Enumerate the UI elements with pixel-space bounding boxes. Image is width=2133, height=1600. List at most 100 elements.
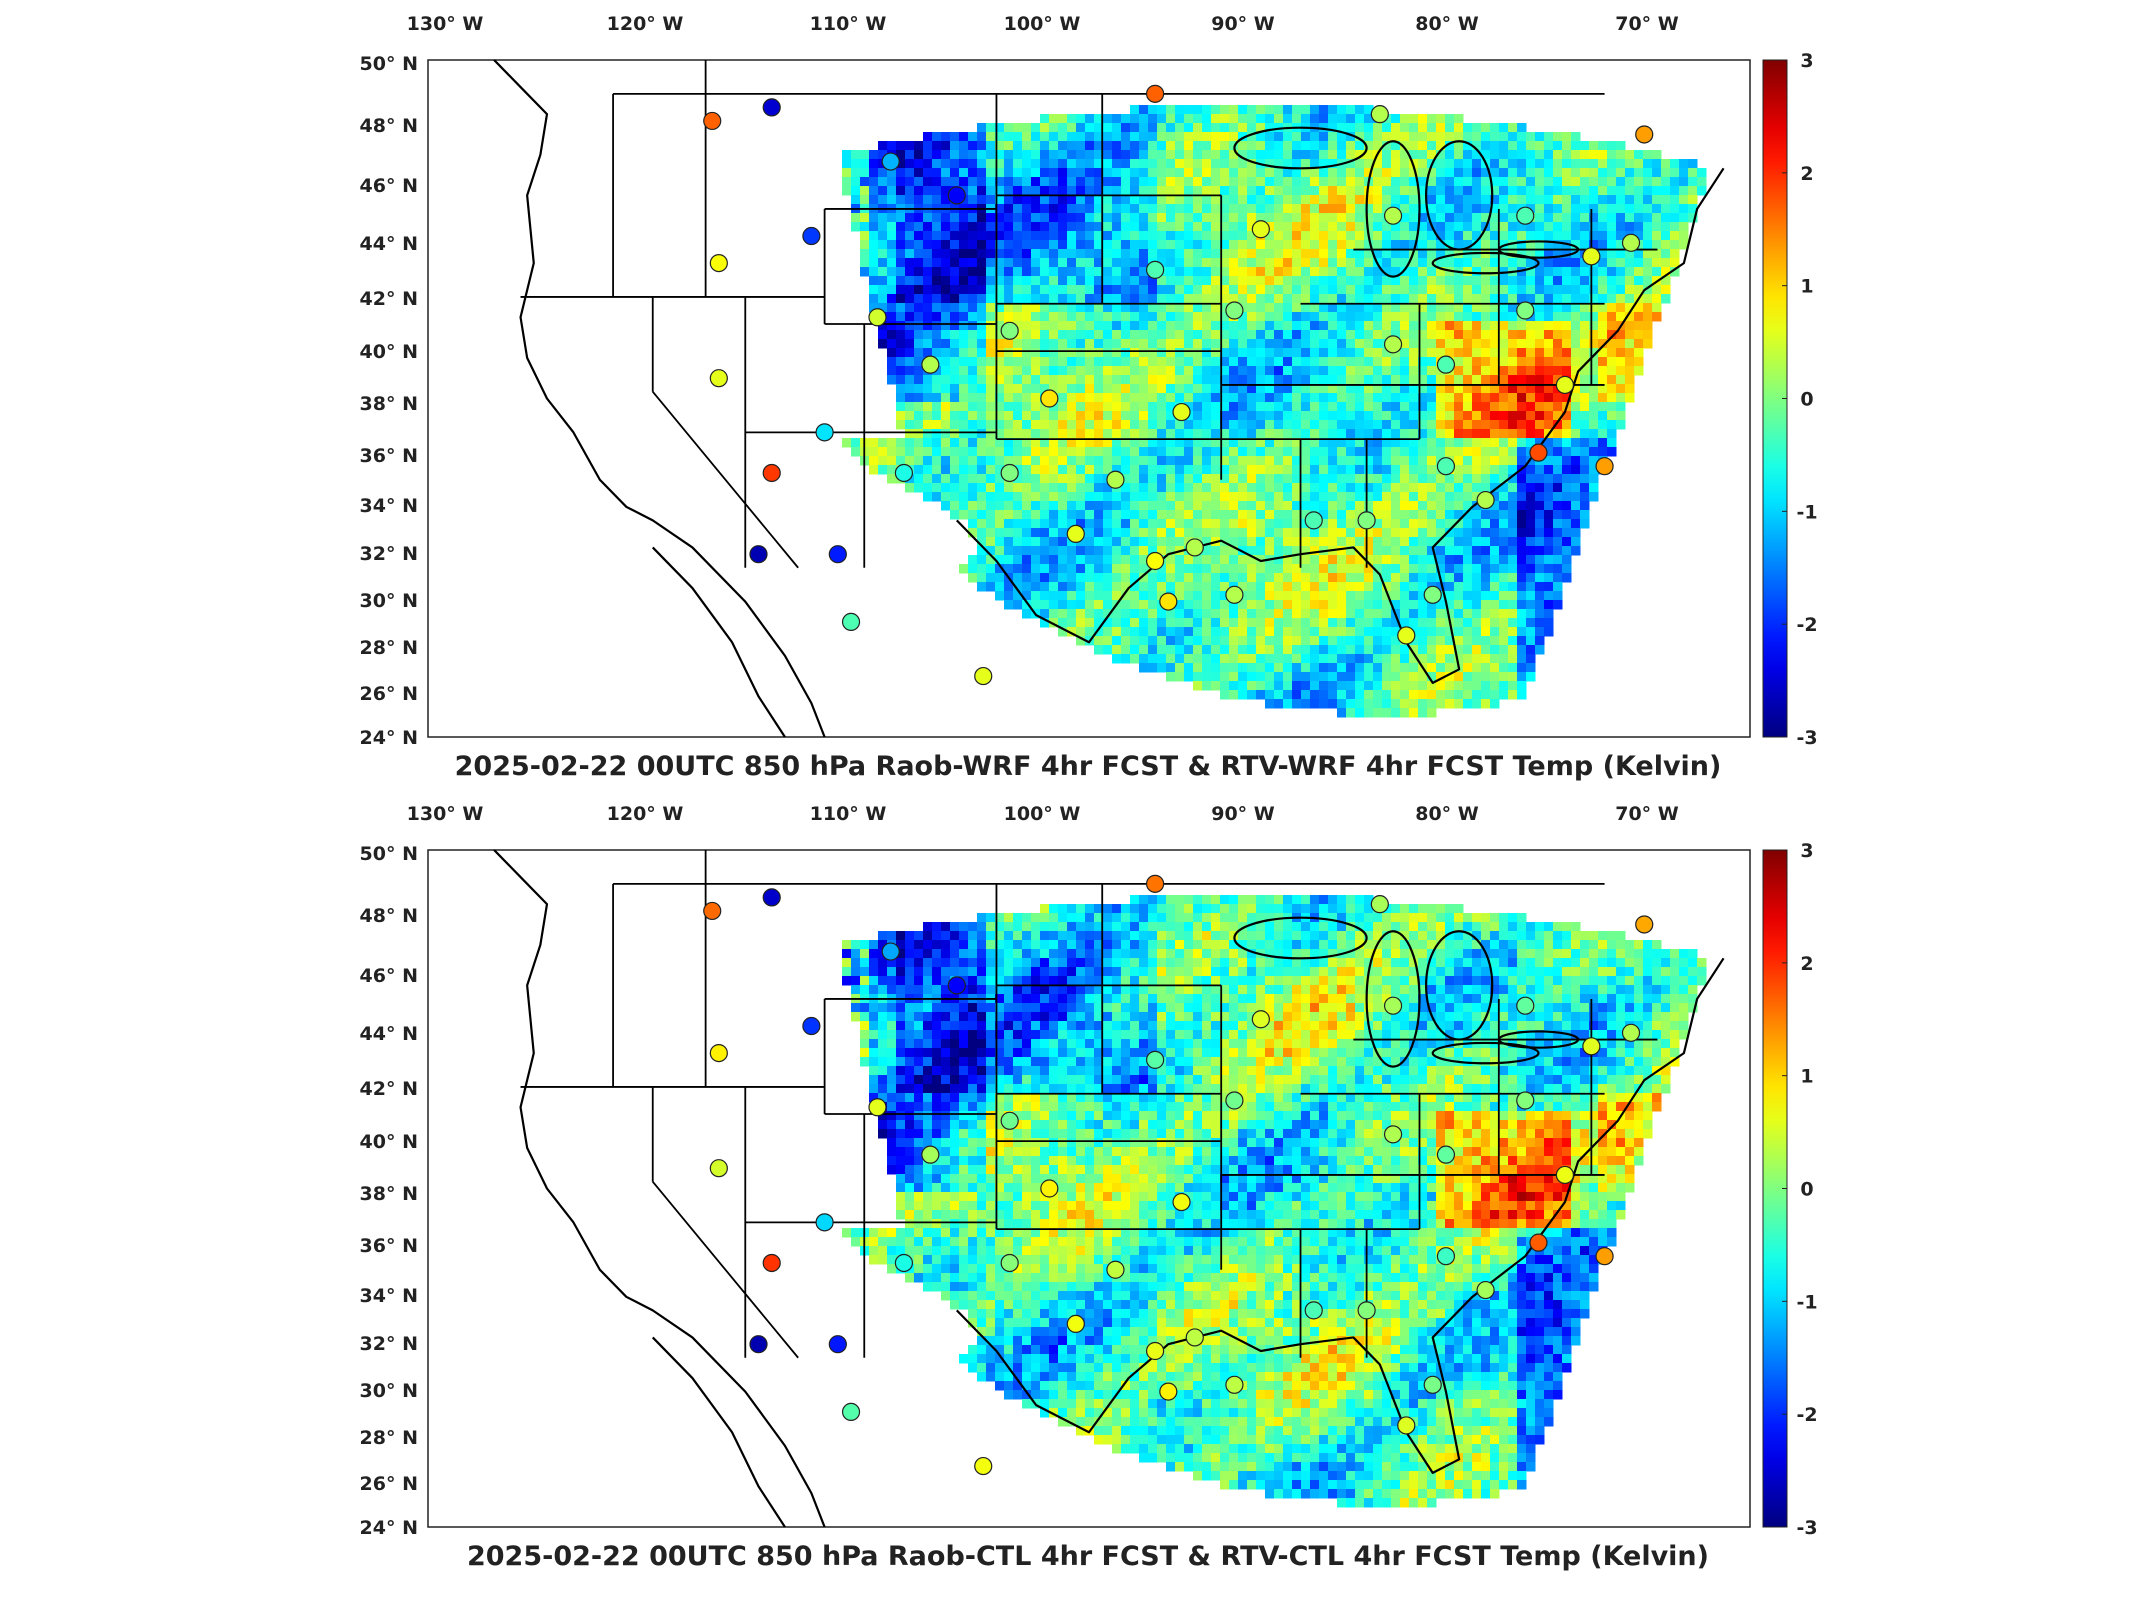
raob-station-marker bbox=[1423, 585, 1442, 604]
lon-tick-label: 90° W bbox=[1211, 13, 1275, 35]
map-group: 130° W 120° W 110° W 100° W 90° W 80° W 70° W 5… bbox=[360, 803, 1818, 1572]
raob-station-marker bbox=[703, 111, 722, 131]
raob-station-marker bbox=[1397, 1416, 1416, 1435]
raob-station-marker bbox=[1595, 457, 1614, 476]
lat-tick-label: 40° N bbox=[360, 341, 418, 363]
great-lake-outline bbox=[1425, 140, 1494, 251]
raob-station-marker bbox=[1172, 1192, 1191, 1212]
raob-station-marker bbox=[1145, 84, 1165, 103]
raob-station-marker bbox=[974, 666, 993, 686]
colorbar-tick-label: 0 bbox=[1800, 1179, 1813, 1201]
lat-tick-label: 30° N bbox=[360, 590, 418, 612]
raob-station-marker bbox=[841, 612, 861, 632]
raob-station-marker bbox=[802, 1016, 821, 1036]
raob-station-marker bbox=[1436, 1145, 1456, 1164]
raob-station-marker bbox=[868, 308, 887, 327]
raob-station-marker bbox=[762, 98, 781, 117]
raob-station-marker bbox=[1370, 895, 1389, 914]
lon-tick-label: 70° W bbox=[1615, 13, 1679, 35]
raob-station-marker bbox=[1251, 220, 1270, 239]
west-coastline bbox=[493, 849, 826, 1528]
baja-coastline bbox=[651, 546, 786, 738]
great-lake-outline bbox=[1233, 126, 1368, 170]
colorbar-tick-label: -2 bbox=[1796, 614, 1817, 636]
bottom-map-panel: 130° W 120° W 110° W 100° W 90° W 80° W 70° W 5… bbox=[0, 790, 2133, 1590]
state-border bbox=[652, 391, 799, 569]
raob-station-marker bbox=[1172, 402, 1191, 422]
great-lake-outline bbox=[1365, 140, 1421, 278]
lat-tick-label: 32° N bbox=[360, 543, 418, 565]
lat-tick-label: 50° N bbox=[360, 843, 418, 865]
raob-station-marker bbox=[1145, 1341, 1165, 1361]
lat-tick-label: 36° N bbox=[360, 445, 418, 467]
raob-station-marker bbox=[1582, 1037, 1601, 1056]
raob-station-marker bbox=[881, 152, 900, 171]
raob-station-marker bbox=[1383, 335, 1403, 354]
colorbar-tick-label: 2 bbox=[1800, 163, 1813, 185]
raob-station-marker bbox=[1516, 301, 1535, 320]
raob-station-marker bbox=[762, 888, 781, 907]
raob-station-marker bbox=[762, 1253, 781, 1273]
colorbar-tick-label: 1 bbox=[1800, 1066, 1813, 1088]
colorbar-tick-label: 1 bbox=[1800, 276, 1813, 298]
raob-station-marker bbox=[815, 1213, 834, 1232]
great-lake-outline bbox=[1497, 240, 1580, 259]
raob-station-marker bbox=[1529, 1233, 1548, 1252]
raob-station-marker bbox=[1357, 511, 1376, 530]
raob-station-marker bbox=[1145, 1050, 1165, 1069]
raob-station-marker bbox=[1000, 1111, 1019, 1130]
lon-tick-label: 120° W bbox=[607, 13, 684, 35]
raob-station-marker bbox=[1225, 1375, 1244, 1394]
colorbar-tick-label: -1 bbox=[1796, 1291, 1817, 1313]
raob-station-marker bbox=[1066, 1314, 1085, 1334]
raob-station-marker bbox=[947, 976, 966, 995]
raob-station-marker bbox=[1595, 1247, 1614, 1266]
lon-tick-label: 100° W bbox=[1004, 13, 1081, 35]
lat-tick-label: 44° N bbox=[360, 233, 418, 255]
raob-station-marker bbox=[1383, 996, 1403, 1015]
raob-station-marker bbox=[1516, 206, 1535, 225]
colorbar-tick-label: 0 bbox=[1800, 389, 1813, 411]
raob-station-marker bbox=[1383, 206, 1403, 225]
great-lake-outline bbox=[1425, 930, 1494, 1041]
lon-tick-label: 130° W bbox=[407, 803, 484, 825]
baja-coastline bbox=[651, 1336, 786, 1528]
raob-station-marker bbox=[1370, 105, 1389, 124]
raob-station-marker bbox=[1106, 470, 1125, 489]
raob-station-marker bbox=[815, 423, 834, 442]
raob-station-marker bbox=[1304, 1301, 1323, 1320]
raob-station-marker bbox=[709, 254, 728, 273]
top-map-panel: 130° W 120° W 110° W 100° W 90° W 80° W 70° W 5… bbox=[360, 13, 1818, 782]
raob-station-marker bbox=[1000, 1253, 1019, 1273]
lat-tick-label: 42° N bbox=[360, 1078, 418, 1100]
west-coastline bbox=[493, 59, 826, 738]
lat-tick-label: 26° N bbox=[360, 683, 418, 705]
raob-station-marker bbox=[1225, 1091, 1244, 1110]
raob-station-marker bbox=[1357, 1301, 1376, 1320]
panel-title: 2025-02-22 00UTC 850 hPa Raob-WRF 4hr FC… bbox=[455, 751, 1722, 782]
raob-station-marker bbox=[1476, 490, 1495, 510]
lat-tick-label: 32° N bbox=[360, 1333, 418, 1355]
colorbar-tick-label: 3 bbox=[1800, 50, 1813, 72]
colorbar-tick-label: -1 bbox=[1796, 501, 1817, 523]
great-lake-outline bbox=[1233, 916, 1368, 960]
lat-tick-label: 50° N bbox=[360, 53, 418, 75]
lat-tick-label: 36° N bbox=[360, 1235, 418, 1257]
raob-station-marker bbox=[1423, 1375, 1442, 1394]
raob-station-marker bbox=[1397, 626, 1416, 645]
raob-station-marker bbox=[1436, 457, 1456, 476]
lon-tick-label: 110° W bbox=[810, 803, 887, 825]
raob-station-marker bbox=[894, 1253, 914, 1273]
raob-station-marker bbox=[974, 1456, 993, 1476]
raob-station-marker bbox=[881, 942, 900, 961]
raob-station-marker bbox=[1145, 260, 1165, 279]
lon-tick-label: 120° W bbox=[607, 803, 684, 825]
lat-tick-label: 38° N bbox=[360, 393, 418, 415]
lon-tick-label: 90° W bbox=[1211, 803, 1275, 825]
colorbar-tick-label: 2 bbox=[1800, 953, 1813, 975]
gulf-atlantic-coastline bbox=[956, 167, 1725, 684]
raob-station-marker bbox=[1225, 585, 1244, 604]
lat-tick-label: 46° N bbox=[360, 175, 418, 197]
lon-tick-label: 80° W bbox=[1415, 13, 1479, 35]
raob-station-marker bbox=[1635, 915, 1654, 934]
